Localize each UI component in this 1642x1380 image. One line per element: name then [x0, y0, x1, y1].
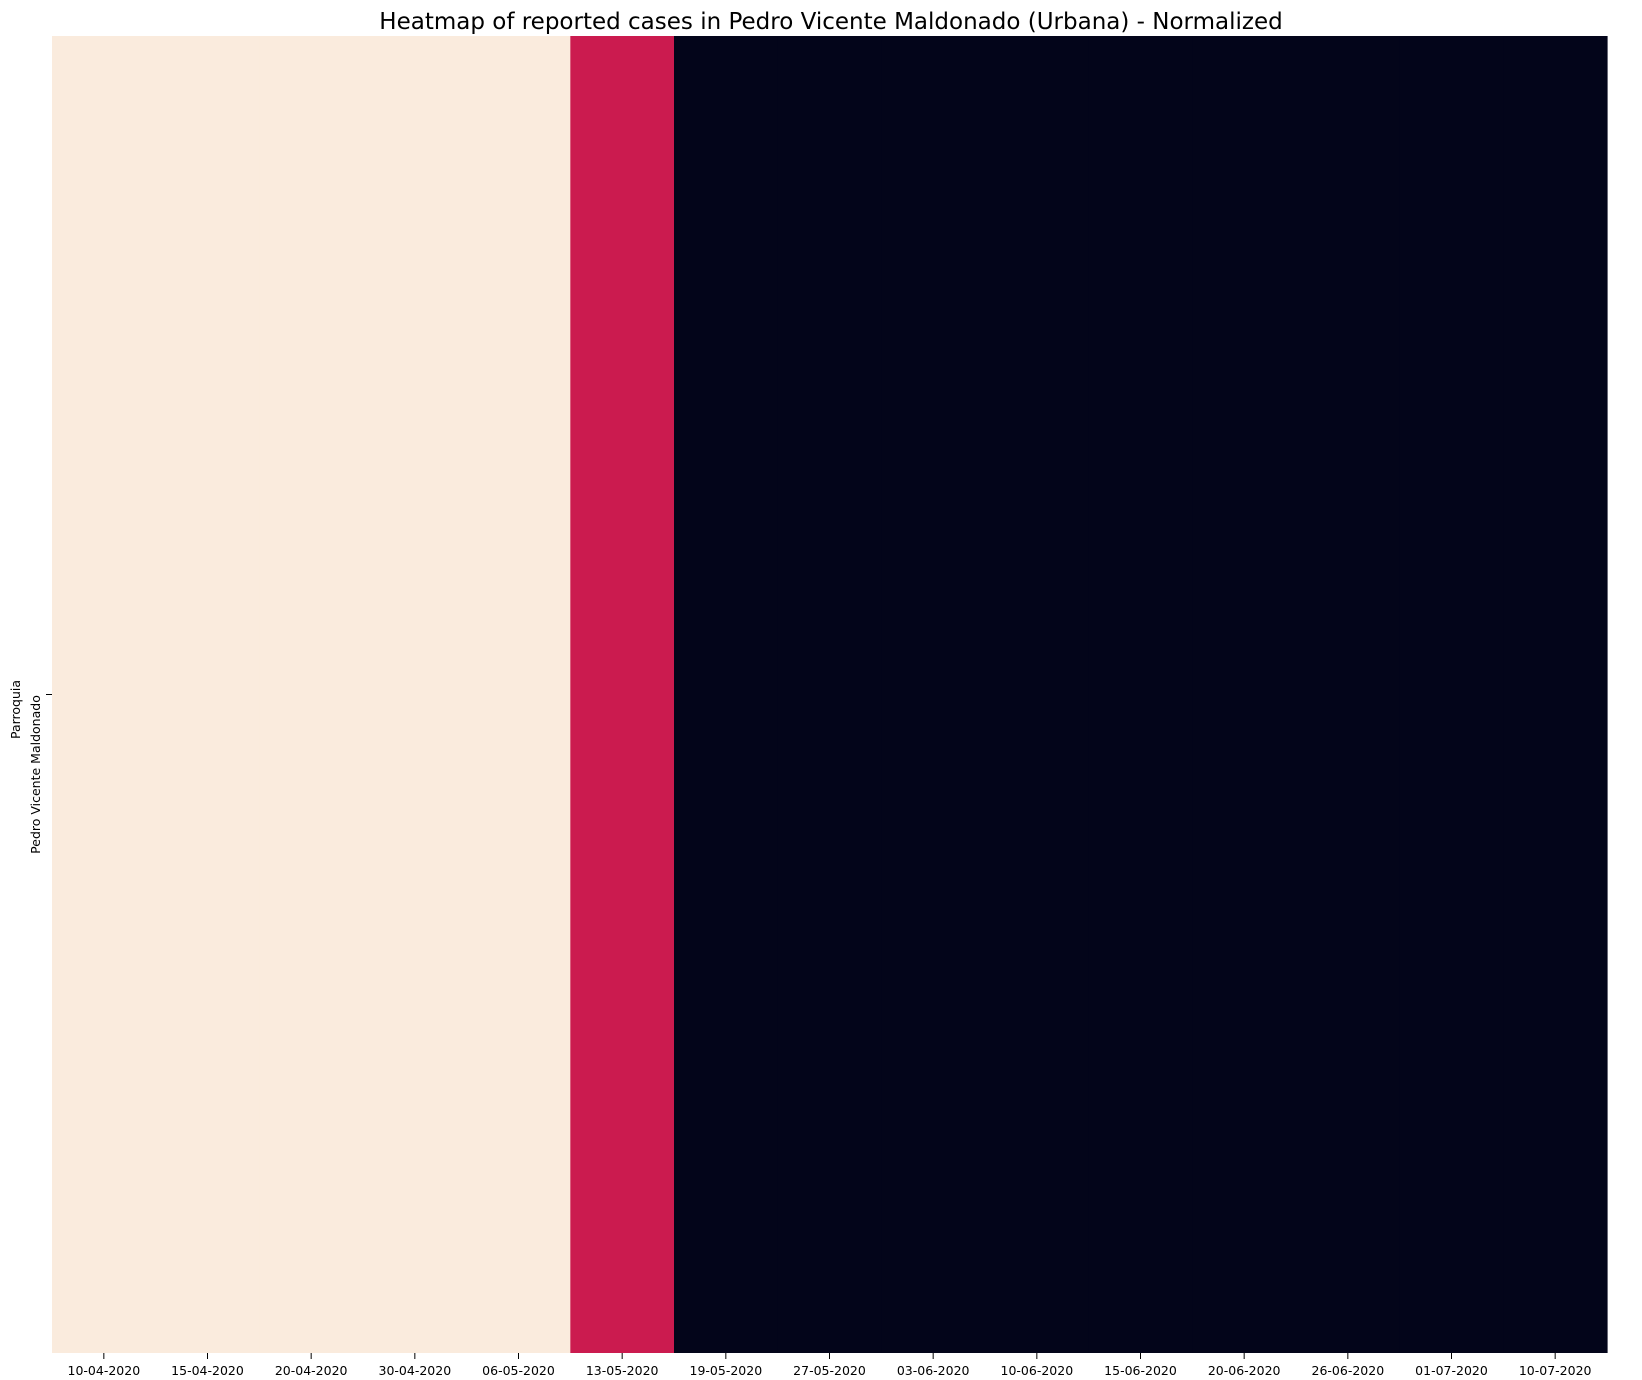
heatmap-cell: [466, 36, 571, 1353]
x-tick-label: 06-05-2020: [482, 1363, 555, 1378]
x-tick-label: 20-04-2020: [275, 1363, 348, 1378]
x-tick-label: 26-06-2020: [1312, 1363, 1385, 1378]
heatmap-cell: [1192, 36, 1297, 1353]
heatmap-cell: [1088, 36, 1193, 1353]
x-tick-label: 10-07-2020: [1519, 1363, 1592, 1378]
heatmap-cell: [363, 36, 468, 1353]
heatmap-cell: [985, 36, 1090, 1353]
heatmap-cell: [570, 36, 675, 1353]
heatmap-cell: [155, 36, 260, 1353]
heatmap-cell: [1399, 36, 1504, 1353]
x-tick-label: 15-04-2020: [171, 1363, 244, 1378]
y-axis-ticks: Pedro Vicente Maldonado: [28, 694, 52, 854]
heatmap-cell: [674, 36, 779, 1353]
x-tick-label: 27-05-2020: [793, 1363, 866, 1378]
x-axis-ticks: 10-04-2020 15-04-2020 20-04-2020 30-04-2020…: [68, 1353, 1592, 1378]
heatmap-cells: [52, 36, 1608, 1353]
chart-title: Heatmap of reported cases in Pedro Vicen…: [379, 9, 1282, 35]
x-tick-label: 03-06-2020: [897, 1363, 970, 1378]
x-tick-label: 10-04-2020: [68, 1363, 141, 1378]
x-tick-label: 19-05-2020: [690, 1363, 763, 1378]
x-tick-label: 15-06-2020: [1104, 1363, 1177, 1378]
heatmap-cell: [1503, 36, 1608, 1353]
heatmap-cell: [777, 36, 882, 1353]
heatmap-cell: [1296, 36, 1401, 1353]
y-tick-label: Pedro Vicente Maldonado: [28, 695, 43, 854]
y-axis-label: Parroquia: [8, 680, 23, 739]
heatmap-cell: [259, 36, 364, 1353]
x-tick-label: 10-06-2020: [1001, 1363, 1074, 1378]
heatmap-cell: [52, 36, 157, 1353]
heatmap-cell: [881, 36, 986, 1353]
x-tick-label: 01-07-2020: [1415, 1363, 1488, 1378]
x-tick-label: 30-04-2020: [379, 1363, 452, 1378]
x-tick-label: 20-06-2020: [1208, 1363, 1281, 1378]
x-tick-label: 13-05-2020: [586, 1363, 659, 1378]
